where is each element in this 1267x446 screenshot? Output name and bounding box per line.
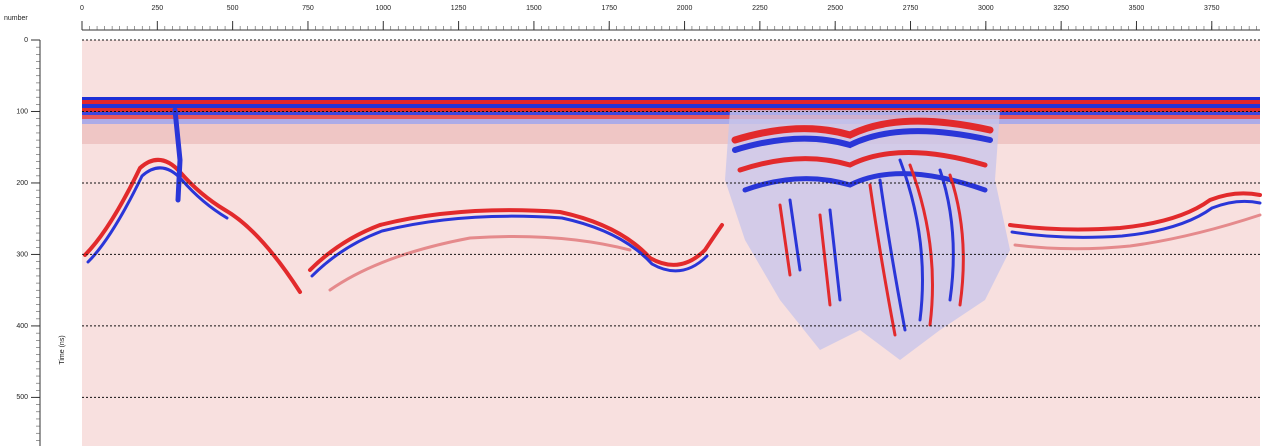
- chaotic-zone: [725, 110, 1010, 360]
- reflector: [86, 166, 229, 264]
- x-tick-label: 1000: [375, 5, 391, 12]
- reflector: [732, 128, 993, 153]
- x-tick-label: 750: [302, 5, 314, 12]
- y-tick-label: 300: [16, 251, 28, 258]
- y-tick-label: 400: [16, 323, 28, 330]
- shallow-clutter: [82, 124, 1260, 144]
- direct-wave: [82, 97, 1260, 100]
- x-axis-label: number: [4, 15, 28, 22]
- x-tick-label: 1250: [451, 5, 467, 12]
- reflector: [1010, 199, 1262, 239]
- x-tick-label: 2750: [903, 5, 919, 12]
- reflector: [778, 163, 965, 337]
- reflector: [1008, 191, 1262, 232]
- reflector: [788, 158, 955, 332]
- x-tick-label: 3500: [1129, 5, 1145, 12]
- reflector: [737, 150, 988, 173]
- y-tick-label: 200: [16, 180, 28, 187]
- y-axis-label: Time (ns): [59, 335, 66, 364]
- x-tick-label: 2500: [827, 5, 843, 12]
- reflector: [308, 208, 724, 272]
- x-tick-label: 2000: [677, 5, 693, 12]
- x-tick-label: 500: [227, 5, 239, 12]
- x-tick-label: 250: [151, 5, 163, 12]
- y-tick-label: 500: [16, 394, 28, 401]
- reflector: [310, 214, 709, 278]
- reflector: [731, 117, 994, 144]
- direct-wave: [82, 104, 1260, 108]
- x-tick-label: 0: [80, 5, 84, 12]
- x-tick-label: 1750: [601, 5, 617, 12]
- x-tick-label: 3250: [1053, 5, 1069, 12]
- reflector: [1013, 213, 1262, 251]
- reflector: [328, 235, 632, 292]
- x-tick-label: 3000: [978, 5, 994, 12]
- y-tick-label: 100: [16, 108, 28, 115]
- x-tick-label: 3750: [1204, 5, 1220, 12]
- x-tick-label: 1500: [526, 5, 542, 12]
- radargram: [82, 97, 1262, 360]
- y-tick-label: 0: [24, 37, 28, 44]
- reflector: [172, 107, 183, 203]
- reflector: [742, 171, 988, 193]
- direct-wave: [82, 112, 1260, 115]
- direct-wave: [82, 119, 1260, 124]
- x-tick-label: 2250: [752, 5, 768, 12]
- direct-wave: [82, 100, 1260, 104]
- direct-wave: [82, 115, 1260, 119]
- direct-wave: [82, 108, 1260, 112]
